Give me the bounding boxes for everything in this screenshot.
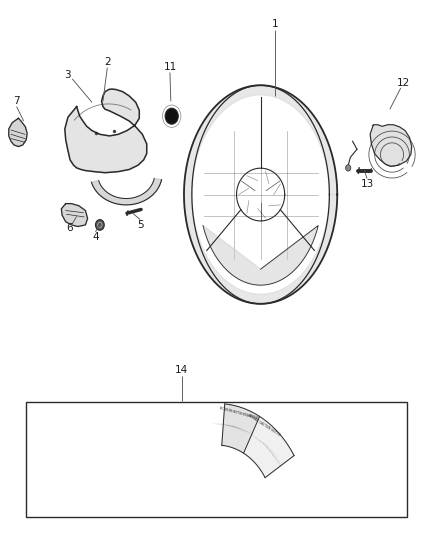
Text: ——————————: ——————————	[213, 423, 234, 427]
Text: ——————————: ——————————	[271, 454, 284, 472]
Polygon shape	[222, 404, 260, 453]
Text: 3: 3	[64, 70, 71, 79]
Text: 5: 5	[137, 220, 144, 230]
Circle shape	[95, 220, 104, 230]
Text: SICHERHEITSHINWEISE: SICHERHEITSHINWEISE	[219, 406, 259, 421]
Bar	[26, 402, 407, 517]
Circle shape	[165, 108, 178, 124]
Text: ——————————: ——————————	[231, 426, 251, 434]
Text: 4: 4	[92, 232, 99, 242]
Text: ——————————: ——————————	[258, 440, 274, 455]
Polygon shape	[203, 225, 318, 285]
Polygon shape	[370, 125, 412, 166]
Text: ——————————: ——————————	[228, 425, 248, 433]
Text: ——————————: ——————————	[219, 424, 240, 429]
Text: ——————————: ——————————	[268, 450, 282, 467]
Text: 1: 1	[272, 19, 279, 29]
Polygon shape	[9, 118, 27, 147]
Polygon shape	[184, 85, 337, 304]
Text: ——————————: ——————————	[225, 424, 246, 431]
Text: 13: 13	[360, 179, 374, 189]
Polygon shape	[244, 416, 294, 478]
Text: 2: 2	[104, 58, 111, 67]
Polygon shape	[92, 179, 162, 205]
Text: 6: 6	[66, 223, 73, 233]
Circle shape	[346, 165, 351, 171]
Text: ——————————: ——————————	[233, 427, 254, 436]
Polygon shape	[61, 204, 88, 227]
Text: 11: 11	[163, 62, 177, 71]
Text: ——————————: ——————————	[265, 446, 279, 463]
Text: AIRBAG CAUTION NOTICE: AIRBAG CAUTION NOTICE	[247, 414, 281, 438]
Text: ——————————: ——————————	[254, 437, 272, 451]
Text: ——————————: ——————————	[222, 424, 243, 430]
Polygon shape	[65, 89, 147, 173]
Text: ——————————: ——————————	[261, 443, 277, 458]
Text: ——————————: ——————————	[216, 423, 237, 427]
Text: 12: 12	[397, 78, 410, 87]
Text: 7: 7	[13, 96, 20, 106]
Text: ——————————: ——————————	[250, 434, 268, 447]
Text: 14: 14	[175, 366, 188, 375]
